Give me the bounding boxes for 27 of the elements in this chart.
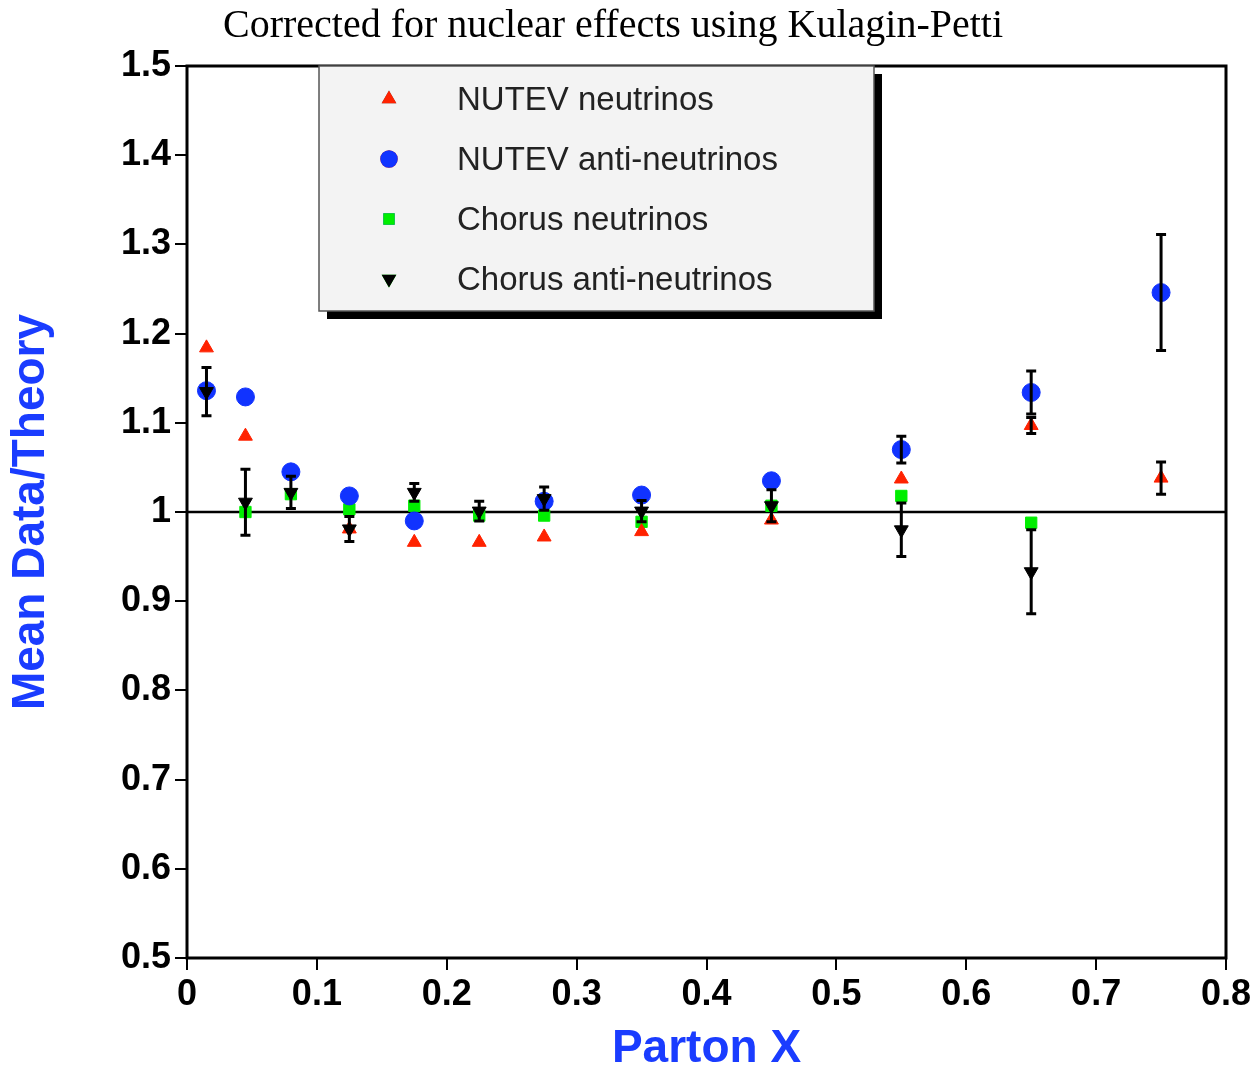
y-tick-label: 0.6 bbox=[120, 845, 171, 887]
x-tick-label: 0.2 bbox=[421, 971, 472, 1013]
y-tick-label: 0.8 bbox=[120, 667, 171, 709]
x-tick-label: 0.5 bbox=[811, 971, 862, 1013]
legend-label: Chorus neutrinos bbox=[457, 200, 709, 238]
x-tick-label: 0.1 bbox=[291, 971, 342, 1013]
y-tick-label: 1.2 bbox=[120, 310, 171, 352]
legend-label: NUTEV anti-neutrinos bbox=[457, 140, 778, 178]
y-tick-label: 1.4 bbox=[120, 132, 171, 174]
x-tick-label: 0.3 bbox=[551, 971, 602, 1013]
legend-label: Chorus anti-neutrinos bbox=[457, 260, 773, 298]
x-tick-label: 0.4 bbox=[681, 971, 732, 1013]
chart-title: Corrected for nuclear effects using Kulagin-Petti bbox=[222, 0, 1004, 46]
y-tick-label: 0.5 bbox=[120, 934, 171, 976]
x-tick-label: 0.6 bbox=[941, 971, 992, 1013]
x-axis-title: Parton X bbox=[611, 1020, 802, 1073]
y-tick-label: 1.1 bbox=[120, 399, 171, 441]
y-tick-label: 1 bbox=[150, 488, 171, 530]
x-tick-label: 0.7 bbox=[1071, 971, 1122, 1013]
y-tick-label: 1.3 bbox=[120, 221, 171, 263]
y-tick-label: 0.9 bbox=[120, 578, 171, 620]
y-axis-title: Mean Data/Theory bbox=[2, 313, 55, 711]
y-tick-label: 1.5 bbox=[120, 42, 171, 84]
x-tick-label: 0.8 bbox=[1200, 971, 1252, 1013]
y-tick-label: 0.7 bbox=[120, 756, 171, 798]
x-tick-label: 0 bbox=[176, 971, 198, 1013]
legend-label: NUTEV neutrinos bbox=[457, 80, 714, 118]
